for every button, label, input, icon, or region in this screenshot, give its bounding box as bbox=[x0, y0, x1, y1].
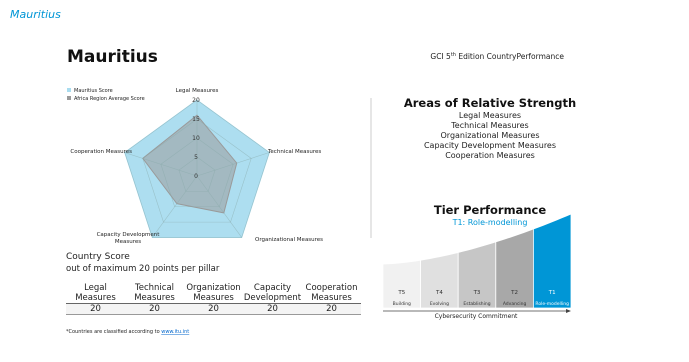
tier-code: T1 bbox=[548, 290, 556, 296]
tier-name: Building bbox=[393, 301, 411, 307]
page-label: Mauritius bbox=[10, 8, 61, 21]
strength-item: Organizational Measures bbox=[441, 131, 540, 140]
tier-name: Advancing bbox=[503, 301, 527, 307]
legend-label: Africa Region Average Score bbox=[74, 96, 145, 102]
radar-area bbox=[142, 114, 238, 214]
grid-ring bbox=[142, 118, 252, 223]
axis-label: Cooperation Measures bbox=[70, 149, 132, 155]
r-tick-label: 0 bbox=[194, 173, 198, 180]
legend-swatch bbox=[67, 88, 71, 92]
tier-bar bbox=[382, 259, 421, 309]
strength-item: Legal Measures bbox=[459, 111, 521, 120]
page-title: Mauritius bbox=[67, 47, 158, 67]
edition: GCI 5th Edition CountryPerformance bbox=[430, 52, 564, 61]
tier-code: T5 bbox=[397, 290, 405, 296]
country-score-title: Country Score bbox=[66, 252, 130, 262]
tier-subtitle: T1: Role-modelling bbox=[452, 218, 528, 227]
edition-sup: th bbox=[451, 52, 456, 58]
strengths-title: Areas of Relative Strength bbox=[404, 96, 576, 110]
tier-name: Evolving bbox=[430, 301, 449, 307]
axis-label: Legal Measures bbox=[175, 88, 219, 94]
score-table: Legal Measures Technical Measures Organiza… bbox=[66, 283, 361, 315]
tier-arrow bbox=[566, 309, 571, 313]
axis-label: Capacity Development Measures bbox=[96, 232, 160, 245]
grid-ring bbox=[124, 99, 270, 238]
footnote-text: *Countries are classified according to bbox=[66, 329, 161, 335]
tier-name: Establishing bbox=[463, 301, 490, 307]
tier-bar bbox=[457, 241, 497, 309]
legend-label: Mauritius Score bbox=[74, 88, 113, 94]
r-tick-label: 20 bbox=[192, 97, 200, 104]
tier-code: T4 bbox=[435, 290, 443, 296]
tier-title: Tier Performance bbox=[434, 203, 546, 217]
tier-name: Role-modelling bbox=[535, 301, 569, 307]
country-score-subtitle: out of maximum 20 points per pillar bbox=[66, 264, 220, 274]
axis-label: Technical Measures bbox=[268, 149, 322, 155]
table-header: Organization Measures bbox=[184, 283, 243, 304]
table-cell: 20 bbox=[302, 303, 361, 315]
tier-bar bbox=[420, 251, 459, 309]
table-header: Legal Measures bbox=[66, 283, 125, 304]
table-header: Technical Measures bbox=[125, 283, 184, 304]
edition-prefix: GCI 5 bbox=[430, 52, 451, 61]
edition-rest: Edition CountryPerformance bbox=[456, 52, 564, 61]
table-cell: 20 bbox=[125, 303, 184, 315]
table-header-row: Legal Measures Technical Measures Organiza… bbox=[66, 283, 361, 304]
grid-ring bbox=[160, 137, 234, 208]
spoke bbox=[196, 152, 270, 177]
table-header: Cooperation Measures bbox=[302, 283, 361, 304]
axis-label: Organizational Measures bbox=[255, 237, 324, 243]
strength-item: Technical Measures bbox=[450, 121, 528, 130]
r-tick-label: 15 bbox=[192, 116, 200, 123]
tier-bar bbox=[533, 213, 572, 309]
strength-item: Capacity Development Measures bbox=[424, 141, 556, 150]
tier-code: T2 bbox=[510, 290, 518, 296]
footnote: *Countries are classified according to w… bbox=[66, 329, 189, 335]
table-cell: 20 bbox=[184, 303, 243, 315]
tier-axis-label: Cybersecurity Commitment bbox=[435, 313, 518, 320]
table-row: 20 20 20 20 20 bbox=[66, 303, 361, 315]
tier-bar bbox=[495, 228, 534, 309]
tier-code: T3 bbox=[473, 290, 481, 296]
table-cell: 20 bbox=[243, 303, 302, 315]
spoke bbox=[196, 175, 242, 238]
spoke bbox=[124, 152, 198, 177]
footnote-link[interactable]: www.itu.int bbox=[161, 329, 189, 335]
legend-swatch bbox=[67, 96, 71, 100]
table-header: Capacity Development bbox=[243, 283, 302, 304]
table-cell: 20 bbox=[66, 303, 125, 315]
spoke bbox=[152, 175, 198, 238]
r-tick-label: 5 bbox=[194, 154, 198, 161]
r-tick-label: 10 bbox=[192, 135, 200, 142]
grid-ring bbox=[178, 156, 216, 192]
strength-item: Cooperation Measures bbox=[445, 151, 535, 160]
